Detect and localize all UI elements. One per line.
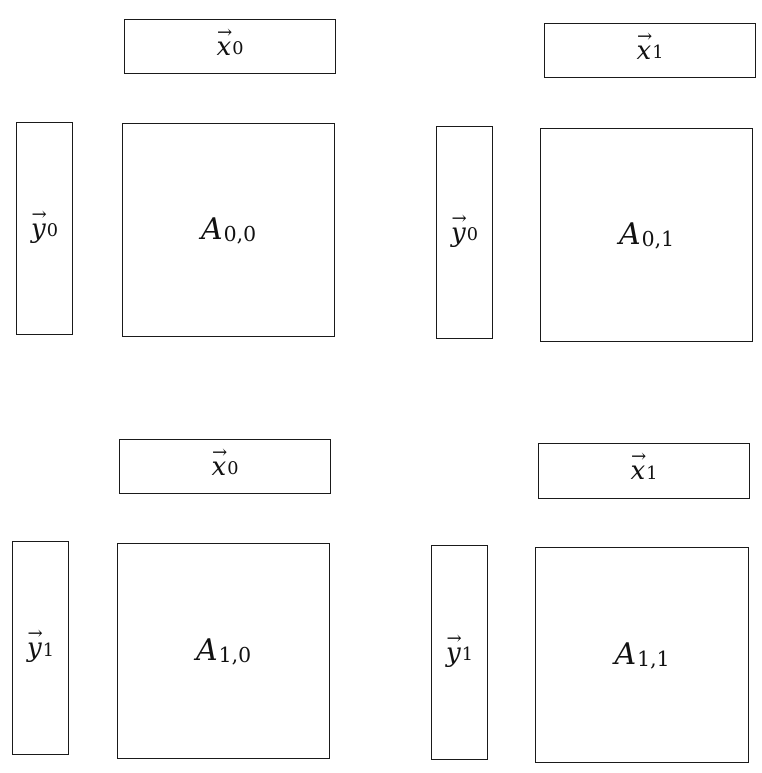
vector-y-label: → y 1: [446, 627, 473, 668]
matrix-block-label: A 1,0: [195, 633, 252, 668]
vector-y-box: → y 1: [12, 541, 69, 755]
vector-x-label: → x 1: [630, 446, 658, 486]
matrix-block-label: A 1,1: [614, 637, 670, 672]
matrix-block-box: A 0,0: [122, 123, 335, 337]
vector-y-box: → y 0: [436, 126, 493, 339]
vector-x-label: → x 1: [636, 25, 664, 66]
matrix-block-label: A 0,0: [200, 212, 257, 247]
vector-x-box: → x 1: [538, 443, 750, 499]
matrix-block-box: A 0,1: [540, 128, 753, 342]
vector-x-box: → x 1: [544, 23, 756, 78]
vector-x-label: → x 0: [216, 21, 244, 62]
vector-y-box: → y 0: [16, 122, 73, 335]
vector-y-box: → y 1: [431, 545, 488, 760]
matrix-block-box: A 1,1: [535, 547, 749, 763]
vector-x-label: → x 0: [211, 441, 239, 482]
vector-x-box: → x 0: [124, 19, 336, 74]
vector-y-label: → y 0: [31, 203, 58, 244]
vector-y-label: → y 1: [27, 623, 54, 663]
matrix-block-label: A 0,1: [618, 217, 675, 252]
matrix-block-box: A 1,0: [117, 543, 330, 759]
vector-x-box: → x 0: [119, 439, 331, 494]
vector-y-label: → y 0: [451, 207, 478, 248]
